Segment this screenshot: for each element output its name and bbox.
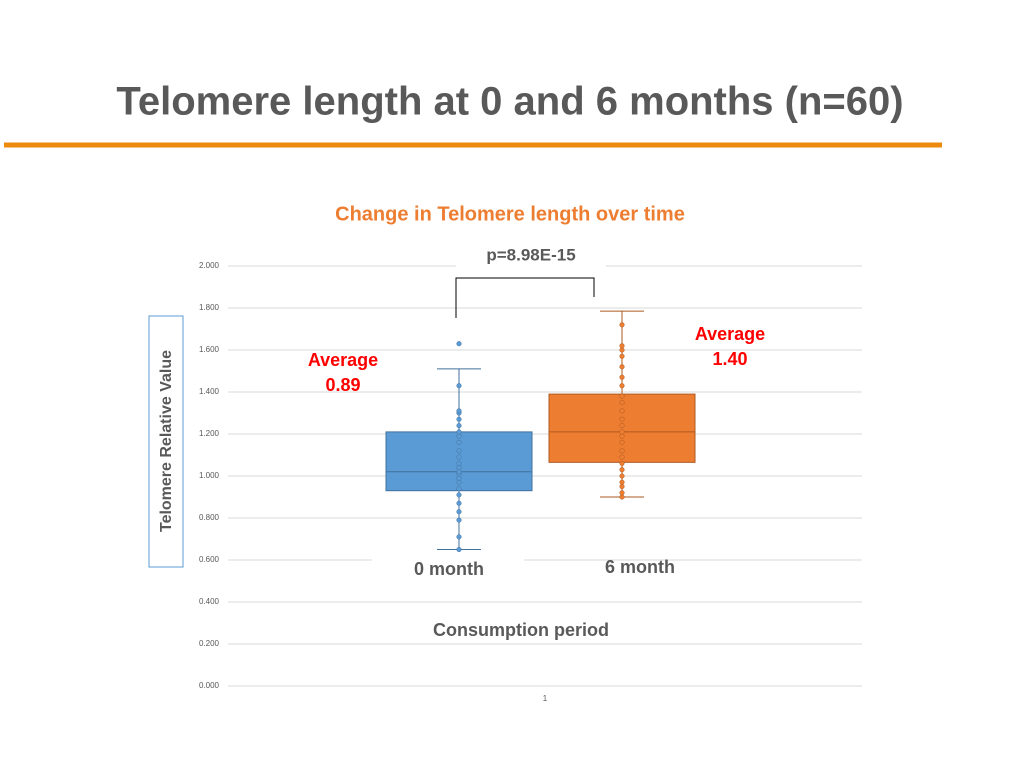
data-point <box>619 479 625 485</box>
x-tick-label: 1 <box>543 694 548 703</box>
data-point <box>456 341 462 347</box>
average-label: Average <box>695 324 765 344</box>
y-label-box <box>148 315 184 568</box>
data-point <box>619 433 625 439</box>
y-tick-label: 2.000 <box>199 261 220 270</box>
data-point <box>456 534 462 540</box>
data-point <box>456 479 462 485</box>
data-point <box>619 494 625 500</box>
data-point <box>619 439 625 445</box>
data-point <box>619 429 625 435</box>
label-bg <box>372 556 524 586</box>
data-point <box>619 399 625 406</box>
data-point <box>456 500 462 506</box>
data-point <box>619 460 625 466</box>
y-tick-label: 1.000 <box>199 471 220 480</box>
data-point <box>619 383 625 389</box>
data-point <box>456 383 462 389</box>
data-point <box>619 374 625 380</box>
group-label: 6 month <box>605 557 675 577</box>
x-axis-label: Consumption period <box>433 620 609 640</box>
data-point <box>619 454 625 460</box>
data-point <box>619 347 625 353</box>
data-point <box>456 423 462 429</box>
p-value: p=8.98E-15 <box>486 245 575 264</box>
group-label: 0 month <box>414 559 484 579</box>
data-point <box>456 439 462 445</box>
data-point <box>619 353 625 359</box>
data-point <box>456 448 462 454</box>
significance-bracket <box>455 277 595 318</box>
data-point <box>619 483 625 490</box>
y-tick-label: 1.200 <box>199 429 220 438</box>
chart-title: Change in Telomere length over time <box>335 203 685 225</box>
data-point <box>619 467 625 473</box>
data-point <box>619 416 625 422</box>
data-point <box>619 322 625 328</box>
data-point <box>619 343 625 349</box>
data-point <box>456 475 462 481</box>
y-tick-label: 0.800 <box>199 513 220 522</box>
data-point <box>456 433 462 439</box>
y-tick-label: 0.200 <box>199 639 220 648</box>
data-point <box>456 509 462 515</box>
data-point <box>619 423 625 429</box>
y-axis-label: Telomere Relative Value <box>158 350 175 532</box>
y-tick-label: 0.000 <box>199 681 220 690</box>
slide-title: Telomere length at 0 and 6 months (n=60) <box>116 80 903 124</box>
y-tick-label: 1.800 <box>199 303 220 312</box>
data-point <box>456 429 462 435</box>
y-tick-label: 0.600 <box>199 555 220 564</box>
y-tick-label: 1.400 <box>199 387 220 396</box>
plot: 0.0000.2000.4000.6000.8001.0001.2001.400… <box>199 242 862 703</box>
data-point <box>456 486 462 492</box>
data-point <box>456 465 462 471</box>
data-point <box>619 408 625 414</box>
data-point <box>456 469 462 475</box>
average-label: Average <box>308 350 378 370</box>
y-tick-label: 0.400 <box>199 597 220 606</box>
data-point <box>619 393 625 399</box>
y-tick-label: 1.600 <box>199 345 220 354</box>
data-point <box>456 492 462 498</box>
data-point <box>619 448 625 454</box>
data-point <box>456 517 462 523</box>
data-point <box>619 490 625 496</box>
label-bg <box>456 242 606 272</box>
data-point <box>456 416 462 422</box>
data-point <box>456 408 462 414</box>
data-point <box>456 460 462 466</box>
average-value: 0.89 <box>325 375 360 395</box>
data-point <box>619 364 625 370</box>
data-point <box>619 473 625 479</box>
average-value: 1.40 <box>712 349 747 369</box>
data-point <box>456 546 462 553</box>
data-point <box>456 454 462 460</box>
